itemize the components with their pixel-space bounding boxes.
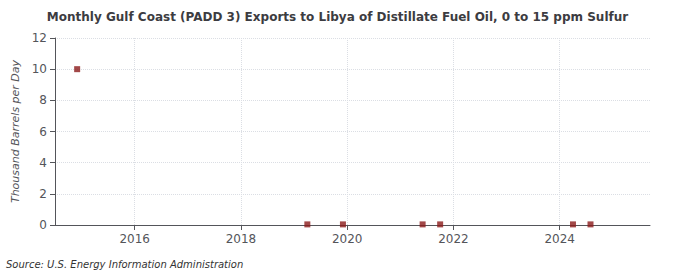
svg-text:8: 8	[39, 93, 47, 107]
svg-text:2016: 2016	[119, 232, 150, 246]
svg-text:2022: 2022	[438, 232, 469, 246]
svg-text:10: 10	[32, 62, 47, 76]
svg-text:2: 2	[39, 187, 47, 201]
svg-text:12: 12	[32, 31, 47, 45]
svg-text:Monthly Gulf Coast (PADD 3) Ex: Monthly Gulf Coast (PADD 3) Exports to L…	[47, 10, 628, 24]
svg-text:2024: 2024	[544, 232, 575, 246]
svg-text:6: 6	[39, 125, 47, 139]
svg-text:Thousand Barrels per Day: Thousand Barrels per Day	[9, 59, 22, 203]
svg-text:4: 4	[39, 156, 47, 170]
svg-text:0: 0	[39, 218, 47, 232]
svg-text:2020: 2020	[332, 232, 363, 246]
svg-text:2018: 2018	[226, 232, 257, 246]
svg-text:Source: U.S. Energy Informatio: Source: U.S. Energy Information Administ…	[6, 259, 243, 270]
